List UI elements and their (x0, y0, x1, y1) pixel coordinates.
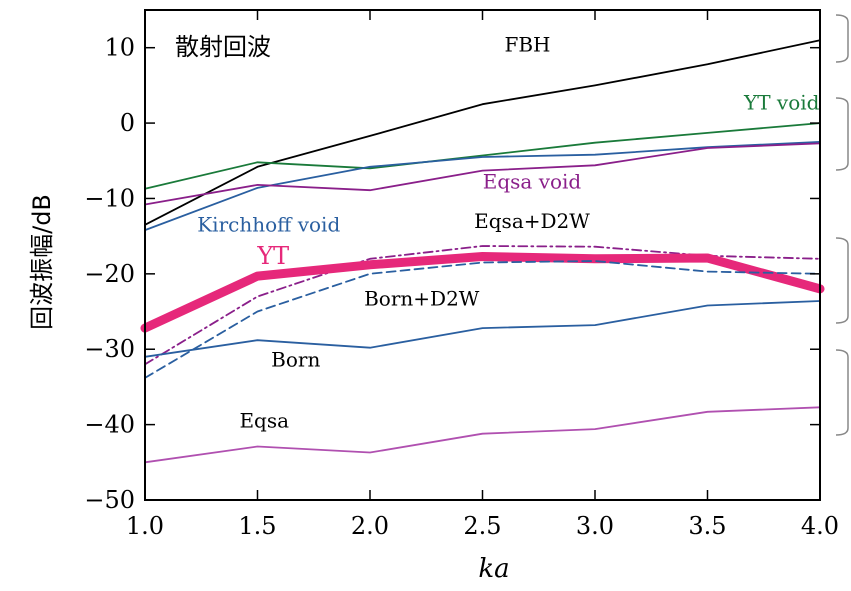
x-tick-label: 1.0 (126, 512, 164, 540)
series-line-eqsa-void (144, 142, 821, 206)
bracket-4 (835, 349, 849, 436)
series-line-born-d2w (144, 260, 821, 379)
series-line-yt-void (144, 122, 821, 190)
bracket-3 (835, 237, 849, 324)
y-tick-label: −20 (84, 260, 135, 288)
series-line-born (144, 300, 821, 358)
series-label-yt: YT (256, 242, 289, 270)
x-tick-label: 2.5 (463, 512, 501, 540)
series-line-eqsa (144, 406, 821, 464)
y-tick-label: −30 (84, 335, 135, 363)
y-tick-label: −10 (84, 184, 135, 212)
x-tick-label: 4.0 (801, 512, 839, 540)
y-axis-label: 回波振幅/dB (28, 194, 56, 330)
y-tick-label: −40 (84, 411, 135, 439)
series-label-born-d2w: Born+D2W (364, 287, 480, 311)
bracket-2 (835, 97, 849, 171)
series-label-eqsa-void: Eqsa void (483, 170, 582, 194)
series-label-born: Born (271, 348, 320, 372)
y-tick-label: −50 (84, 486, 135, 514)
y-tick-label: 10 (104, 34, 135, 62)
series-label-fbh: FBH (504, 32, 550, 56)
series-line-yt (140, 252, 825, 333)
chart-title: 散射回波 (175, 33, 271, 61)
series-label-kirchhoff-void: Kirchhoff void (197, 213, 340, 237)
series-line-fbh (144, 39, 821, 226)
x-tick-label: 3.5 (688, 512, 726, 540)
bracket-1 (835, 14, 849, 63)
series-label-eqsa: Eqsa (239, 409, 289, 433)
right-edge-brackets (835, 14, 849, 436)
x-tick-label: 2.0 (351, 512, 389, 540)
y-tick-label: 0 (120, 109, 135, 137)
x-axis-label: ka (478, 554, 509, 584)
x-tick-label: 1.5 (238, 512, 276, 540)
series-label-yt-void: YT void (743, 91, 820, 115)
series-label-eqsa-d2w: Eqsa+D2W (474, 209, 590, 233)
series-layer (140, 39, 825, 464)
x-tick-label: 3.0 (576, 512, 614, 540)
